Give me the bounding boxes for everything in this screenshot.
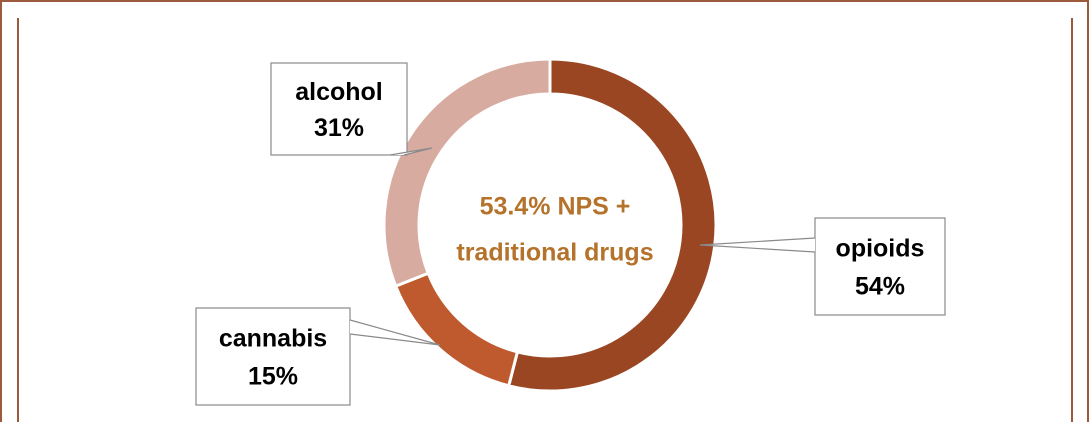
callout-leader: [349, 319, 441, 346]
callout-leader: [699, 237, 816, 253]
donut-slice: [393, 271, 520, 388]
center-annotation: 53.4% NPS +: [480, 193, 631, 221]
callout-box: [814, 217, 946, 316]
donut-slice: [382, 57, 552, 289]
value-label: 31%: [314, 114, 364, 142]
donut-slice: [506, 57, 718, 393]
value-label: 15%: [248, 362, 298, 390]
category-label: alcohol: [295, 78, 383, 106]
center-annotation: traditional drugs: [456, 239, 653, 267]
category-label: cannabis: [219, 325, 327, 353]
category-label: opioids: [836, 235, 925, 263]
value-label: 54%: [855, 272, 905, 300]
callout-box: [195, 307, 351, 406]
callout-box: [270, 62, 408, 156]
callout-leader: [389, 147, 433, 156]
